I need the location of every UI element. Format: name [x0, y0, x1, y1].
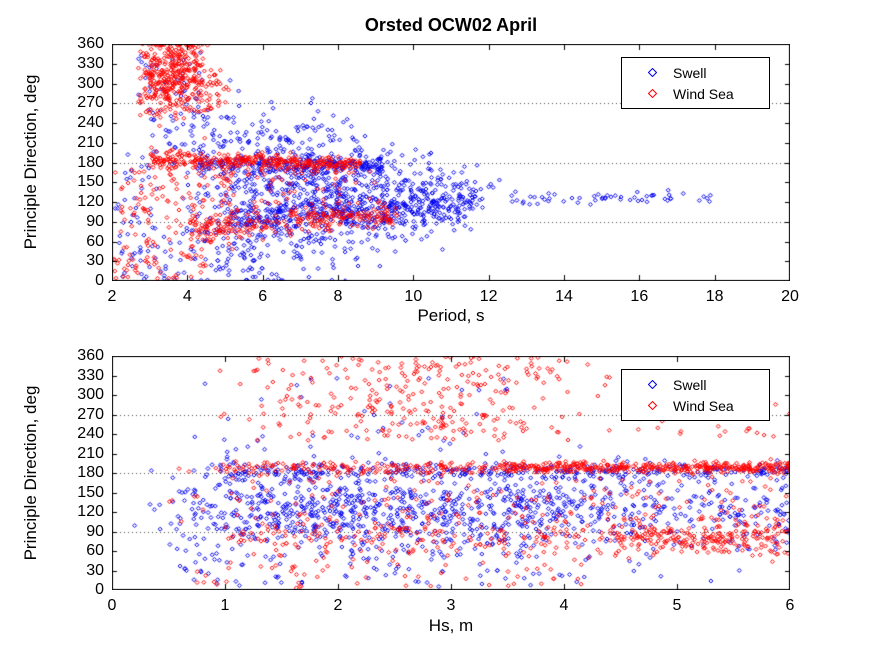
- y-tick-label: 360: [77, 35, 104, 52]
- x-tick-label: 6: [785, 597, 795, 614]
- x-tick-label: 6: [258, 288, 268, 305]
- x-tick-label: 3: [446, 597, 456, 614]
- x-tick-label: 16: [630, 288, 649, 305]
- y-tick-label: 150: [77, 483, 104, 501]
- y-tick-label: 30: [86, 561, 104, 579]
- y-tick-label: 240: [77, 425, 104, 442]
- y-tick-label: 240: [77, 114, 104, 131]
- hs-y-axis-label: Principle Direction, deg: [21, 385, 40, 561]
- x-tick-label: 4: [182, 288, 192, 305]
- y-tick-label: 90: [86, 522, 104, 540]
- y-tick-label: 150: [77, 173, 104, 191]
- period-y-axis-label: Principle Direction, deg: [21, 74, 40, 250]
- x-tick-label: 14: [555, 288, 573, 305]
- y-tick-label: 180: [77, 153, 104, 171]
- x-tick-label: 0: [107, 597, 117, 614]
- x-tick-label: 8: [333, 288, 343, 305]
- legend-item-wind-sea: Wind Sea: [622, 395, 769, 416]
- x-tick-label: 12: [479, 288, 498, 305]
- legend-item-swell: Swell: [622, 62, 769, 83]
- y-tick-label: 60: [86, 542, 104, 559]
- y-tick-label: 120: [77, 503, 104, 520]
- y-tick-label: 30: [86, 252, 104, 270]
- y-tick-label: 90: [86, 212, 104, 230]
- x-tick-label: 5: [672, 597, 682, 614]
- y-tick-label: 360: [77, 347, 104, 364]
- wind-sea-diamond-icon: [648, 401, 657, 410]
- legend-label: Wind Sea: [673, 85, 734, 102]
- x-tick-label: 1: [220, 597, 230, 614]
- legend-label: Wind Sea: [673, 397, 734, 414]
- legend-period-plot: Swell Wind Sea: [621, 57, 770, 109]
- period-x-axis-label: Period, s: [417, 306, 485, 325]
- y-tick-label: 210: [77, 444, 104, 462]
- x-tick-label: 2: [107, 288, 117, 305]
- x-tick-label: 10: [404, 288, 423, 305]
- y-tick-label: 270: [77, 405, 104, 423]
- wind-sea-diamond-icon: [648, 89, 657, 98]
- period-direction-plot: Swell Wind Sea: [112, 44, 790, 281]
- y-tick-label: 300: [77, 386, 104, 403]
- legend-item-wind-sea: Wind Sea: [622, 83, 769, 104]
- legend-label: Swell: [673, 64, 707, 81]
- x-tick-label: 2: [333, 597, 343, 614]
- legend-hs-plot: Swell Wind Sea: [621, 369, 770, 421]
- y-tick-label: 0: [95, 272, 104, 289]
- legend-label: Swell: [673, 376, 707, 393]
- y-tick-label: 210: [77, 133, 104, 151]
- y-tick-label: 60: [86, 232, 104, 250]
- hs-direction-plot: Swell Wind Sea: [112, 356, 790, 590]
- y-tick-label: 120: [77, 193, 104, 210]
- swell-diamond-icon: [648, 68, 657, 77]
- y-tick-label: 330: [77, 54, 104, 72]
- x-tick-label: 20: [781, 288, 799, 305]
- x-tick-label: 18: [705, 288, 724, 305]
- y-tick-label: 300: [77, 74, 104, 92]
- figure-title: Orsted OCW02 April: [364, 15, 538, 35]
- legend-item-swell: Swell: [622, 374, 769, 395]
- x-tick-label: 4: [559, 597, 569, 614]
- swell-diamond-icon: [648, 380, 657, 389]
- hs-x-axis-label: Hs, m: [428, 616, 474, 635]
- y-tick-label: 0: [95, 581, 104, 598]
- y-tick-label: 330: [77, 366, 104, 384]
- y-tick-label: 180: [77, 464, 104, 481]
- y-tick-label: 270: [77, 94, 104, 112]
